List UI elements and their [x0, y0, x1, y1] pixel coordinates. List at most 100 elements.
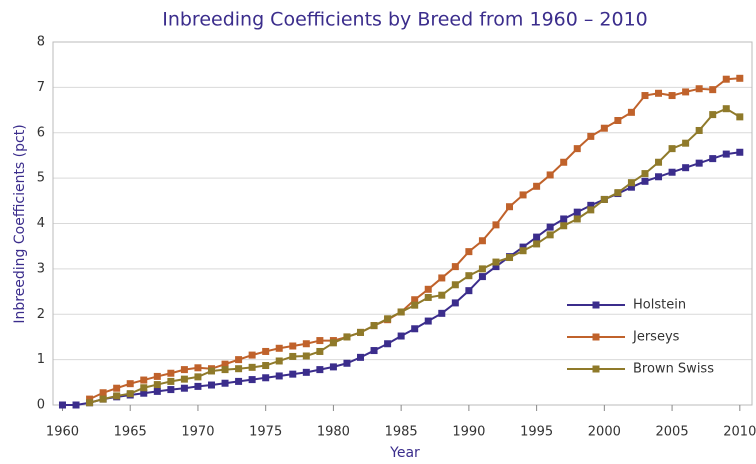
point [465, 272, 473, 280]
point [519, 247, 527, 255]
point [194, 382, 202, 390]
point [221, 366, 229, 374]
x-tick-label: 1970 [181, 425, 214, 440]
point [627, 183, 635, 191]
point [627, 179, 635, 187]
point [587, 206, 595, 214]
point [99, 395, 107, 403]
x-tick-label: 1980 [317, 425, 350, 440]
point [736, 74, 744, 82]
point [86, 399, 94, 407]
point [641, 177, 649, 185]
point [546, 231, 554, 239]
plot-frame [52, 41, 753, 406]
point [180, 375, 188, 383]
point [207, 367, 215, 375]
x-tick-label: 1990 [452, 425, 485, 440]
point [58, 401, 66, 409]
point [451, 281, 459, 289]
point [492, 221, 500, 229]
legend-marker [592, 365, 600, 373]
point [167, 386, 175, 394]
point [641, 170, 649, 178]
point [695, 159, 703, 167]
y-tick-label: 2 [37, 307, 45, 322]
point [370, 322, 378, 330]
point [533, 233, 541, 241]
point [126, 390, 134, 398]
point [682, 139, 690, 147]
point [357, 328, 365, 336]
point [153, 381, 161, 389]
point [478, 237, 486, 245]
point [235, 365, 243, 373]
point [600, 124, 608, 132]
point [587, 132, 595, 140]
point [709, 155, 717, 163]
point [153, 372, 161, 380]
point [302, 340, 310, 348]
point [72, 401, 80, 409]
legend-label: Holstein [633, 298, 686, 313]
y-tick-label: 8 [37, 35, 45, 50]
x-tick-label: 1965 [114, 425, 147, 440]
point [451, 299, 459, 307]
point [655, 89, 663, 97]
point [289, 370, 297, 378]
point [289, 352, 297, 360]
point [235, 377, 243, 385]
point [722, 75, 730, 83]
point [275, 372, 283, 380]
point [682, 88, 690, 96]
point [668, 145, 676, 153]
point [262, 347, 270, 355]
series-line [89, 107, 741, 404]
point [153, 387, 161, 395]
point [275, 357, 283, 365]
point [262, 362, 270, 370]
point [167, 377, 175, 385]
point [560, 158, 568, 166]
point [248, 363, 256, 371]
point [194, 373, 202, 381]
legend-marker [592, 301, 600, 309]
point [397, 308, 405, 316]
point [641, 92, 649, 100]
point [316, 347, 324, 355]
point [180, 384, 188, 392]
point [465, 287, 473, 295]
point [478, 273, 486, 281]
point [329, 339, 337, 347]
point [668, 92, 676, 100]
point [411, 325, 419, 333]
series-line [89, 77, 740, 401]
legend-marker [592, 333, 600, 341]
point [411, 301, 419, 309]
y-axis-label: Inbreeding Coefficients (pct) [12, 124, 28, 323]
point [533, 240, 541, 248]
x-tick-label: 2000 [588, 425, 621, 440]
y-tick-label: 7 [37, 80, 45, 95]
point [587, 201, 595, 209]
point [573, 208, 581, 216]
point [384, 315, 392, 323]
x-tick-label: 1960 [46, 425, 79, 440]
point [736, 113, 744, 121]
point [221, 360, 229, 368]
point [302, 368, 310, 376]
point [221, 379, 229, 387]
point [627, 108, 635, 116]
point [316, 366, 324, 374]
point [546, 171, 554, 179]
x-tick-label: 1985 [385, 425, 418, 440]
point [357, 353, 365, 361]
chart-title: Inbreeding Coefficients by Breed from 19… [162, 9, 648, 31]
point [194, 364, 202, 372]
point [167, 369, 175, 377]
point [560, 222, 568, 230]
point [506, 254, 514, 262]
point [113, 392, 121, 400]
point [655, 173, 663, 181]
point [519, 191, 527, 199]
